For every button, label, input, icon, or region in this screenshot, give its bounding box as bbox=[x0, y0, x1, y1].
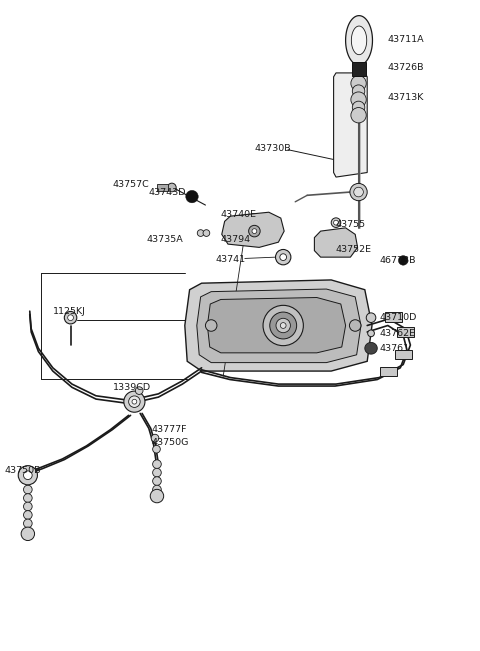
Circle shape bbox=[368, 330, 374, 337]
Circle shape bbox=[334, 220, 338, 225]
Polygon shape bbox=[365, 342, 377, 354]
Text: 1339CD: 1339CD bbox=[113, 383, 151, 393]
Circle shape bbox=[129, 396, 140, 408]
Text: 43711A: 43711A bbox=[388, 35, 424, 44]
Polygon shape bbox=[314, 228, 358, 257]
Bar bbox=[157, 184, 168, 191]
Circle shape bbox=[168, 183, 176, 192]
Text: 43777F: 43777F bbox=[151, 425, 187, 434]
Polygon shape bbox=[185, 280, 372, 371]
Text: 43740E: 43740E bbox=[221, 210, 257, 219]
Circle shape bbox=[124, 391, 145, 412]
Bar bbox=[397, 327, 414, 337]
Bar bbox=[352, 62, 366, 76]
Bar bbox=[380, 367, 397, 376]
Polygon shape bbox=[222, 212, 284, 247]
Circle shape bbox=[132, 399, 137, 404]
Circle shape bbox=[331, 218, 341, 227]
Circle shape bbox=[18, 465, 37, 485]
Text: 43713K: 43713K bbox=[388, 93, 424, 102]
Circle shape bbox=[203, 230, 210, 236]
Polygon shape bbox=[207, 298, 346, 353]
Circle shape bbox=[186, 190, 198, 203]
Circle shape bbox=[349, 320, 361, 331]
Polygon shape bbox=[351, 26, 367, 55]
Circle shape bbox=[263, 305, 303, 346]
Circle shape bbox=[350, 184, 367, 201]
Circle shape bbox=[24, 471, 32, 480]
Circle shape bbox=[270, 312, 297, 339]
Circle shape bbox=[197, 230, 204, 236]
Circle shape bbox=[280, 254, 287, 260]
Circle shape bbox=[354, 187, 363, 197]
Text: 43755: 43755 bbox=[336, 220, 366, 229]
Circle shape bbox=[24, 519, 32, 528]
Circle shape bbox=[24, 502, 32, 511]
Text: 43726B: 43726B bbox=[388, 62, 424, 72]
Text: 43757C: 43757C bbox=[113, 180, 150, 189]
Circle shape bbox=[366, 313, 376, 322]
Circle shape bbox=[249, 225, 260, 237]
Text: 43730B: 43730B bbox=[254, 144, 291, 153]
Circle shape bbox=[352, 85, 365, 98]
Circle shape bbox=[21, 527, 35, 540]
Polygon shape bbox=[346, 16, 372, 65]
Circle shape bbox=[280, 323, 286, 328]
Text: 1125KJ: 1125KJ bbox=[53, 307, 85, 316]
Circle shape bbox=[151, 434, 159, 442]
Circle shape bbox=[153, 477, 161, 486]
Text: 43794: 43794 bbox=[221, 235, 251, 244]
Circle shape bbox=[276, 249, 291, 265]
Text: 43762E: 43762E bbox=[379, 329, 415, 338]
Circle shape bbox=[24, 510, 32, 519]
Circle shape bbox=[135, 387, 143, 395]
Circle shape bbox=[24, 493, 32, 503]
Text: 43743D: 43743D bbox=[149, 188, 186, 197]
Text: 43741: 43741 bbox=[216, 255, 246, 264]
Circle shape bbox=[351, 92, 366, 107]
Circle shape bbox=[153, 485, 161, 494]
Bar bbox=[385, 312, 402, 322]
Text: 46773B: 46773B bbox=[379, 256, 416, 265]
Circle shape bbox=[351, 107, 366, 123]
Circle shape bbox=[24, 485, 32, 494]
Text: 43761: 43761 bbox=[379, 344, 409, 353]
Circle shape bbox=[150, 490, 164, 503]
Text: 43735A: 43735A bbox=[146, 235, 183, 244]
Circle shape bbox=[153, 460, 161, 469]
Circle shape bbox=[398, 256, 408, 265]
Text: 43710D: 43710D bbox=[379, 312, 417, 322]
Circle shape bbox=[153, 445, 160, 453]
Circle shape bbox=[351, 76, 366, 91]
Polygon shape bbox=[334, 73, 367, 177]
Circle shape bbox=[64, 311, 77, 324]
Circle shape bbox=[205, 320, 217, 331]
Circle shape bbox=[68, 315, 73, 320]
Text: 43750G: 43750G bbox=[151, 438, 189, 447]
Text: 43750B: 43750B bbox=[5, 466, 41, 475]
Circle shape bbox=[153, 468, 161, 477]
Polygon shape bbox=[197, 289, 361, 363]
Text: 43752E: 43752E bbox=[336, 245, 372, 254]
Circle shape bbox=[252, 229, 257, 234]
Circle shape bbox=[352, 101, 365, 114]
Circle shape bbox=[276, 318, 290, 333]
Bar bbox=[395, 350, 412, 359]
